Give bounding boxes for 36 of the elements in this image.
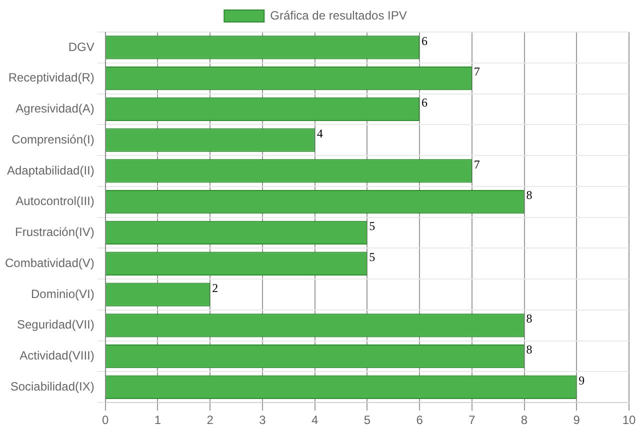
data-label: 5 — [369, 250, 376, 264]
x-tick-label: 1 — [154, 413, 162, 428]
x-tick-label: 0 — [102, 413, 110, 428]
y-tick-label: Agresividad(A) — [16, 102, 94, 116]
y-tick-label: Comprensión(I) — [12, 132, 94, 146]
y-tick-label: Actividad(VIII) — [20, 348, 94, 363]
x-tick-label: 3 — [259, 413, 266, 428]
y-tick-label: Adaptabilidad(II) — [6, 163, 94, 178]
x-tick-label: 6 — [416, 413, 424, 428]
y-tick-label: DGV — [68, 40, 94, 54]
y-tick-label: Combatividad(V) — [4, 256, 94, 270]
x-tick-label: 7 — [468, 413, 476, 428]
data-label: 8 — [526, 342, 532, 357]
data-label: 5 — [369, 219, 376, 234]
x-tick-label: 8 — [520, 413, 528, 428]
y-tick-label: Frustración(IV) — [15, 225, 94, 240]
y-tick-label: Autocontrol(III) — [16, 194, 94, 208]
y-tick-label: Seguridad(VII) — [16, 318, 94, 332]
x-tick-label: 9 — [573, 413, 580, 428]
y-tick-label: Receptividad(R) — [8, 70, 94, 85]
x-tick-label: 2 — [206, 413, 214, 428]
data-label: 7 — [474, 157, 480, 172]
y-tick-label: Dominio(VI) — [31, 286, 94, 301]
data-label: 2 — [212, 280, 218, 295]
legend-label: Gráfica de resultados IPV — [270, 8, 407, 22]
data-label: 6 — [422, 34, 428, 48]
data-label: 4 — [316, 126, 323, 140]
data-label: 7 — [474, 64, 480, 79]
x-tick-label: 4 — [311, 413, 318, 428]
data-label: 8 — [526, 312, 532, 326]
data-label: 8 — [526, 188, 532, 202]
y-tick-label: Sociabilidad(IX) — [10, 379, 94, 394]
data-label: 9 — [578, 374, 585, 388]
data-label: 6 — [422, 96, 428, 110]
x-tick-label: 10 — [622, 413, 636, 428]
x-tick-label: 5 — [364, 413, 371, 428]
